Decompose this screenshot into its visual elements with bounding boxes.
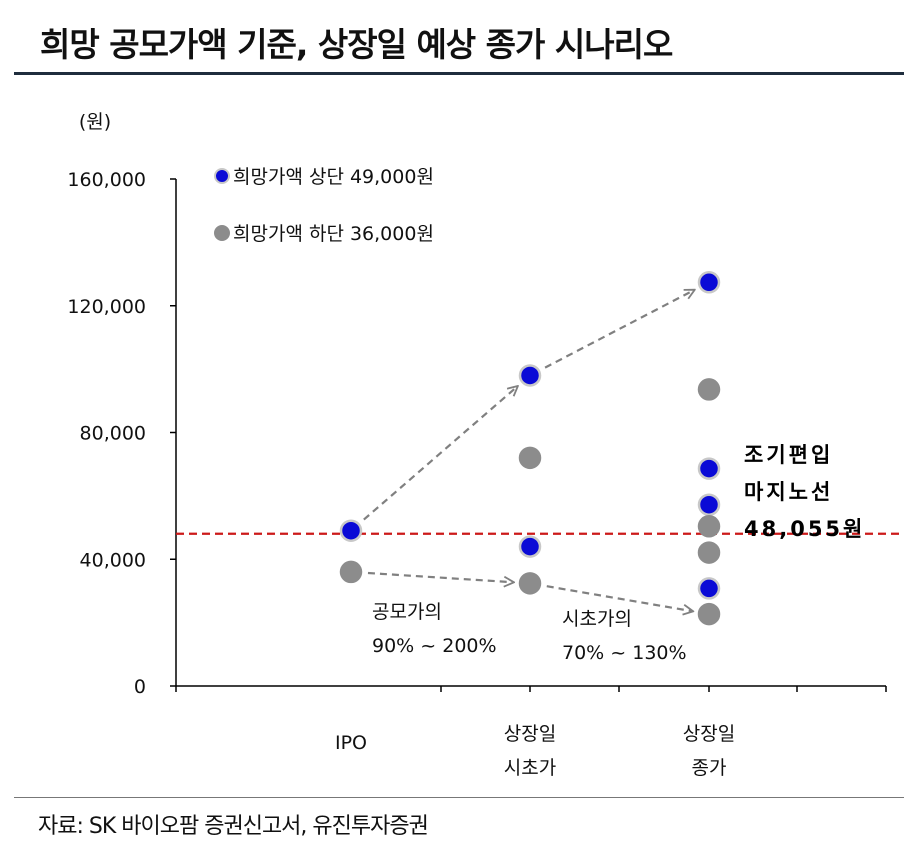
annotation-label: 70% ~ 130% <box>562 642 687 664</box>
data-point-upper <box>697 493 721 516</box>
data-point-upper <box>697 271 721 294</box>
data-point-upper <box>518 535 542 558</box>
y-tick-label: 160,000 <box>67 169 146 191</box>
legend-marker <box>214 225 230 241</box>
reference-line-label: 마지노선 <box>744 480 833 504</box>
y-tick-label: 40,000 <box>80 549 146 571</box>
data-point-lower <box>697 602 721 626</box>
data-point-lower <box>518 572 542 595</box>
legend-marker <box>214 168 230 184</box>
trend-arrow <box>546 585 692 611</box>
trend-arrow <box>367 571 513 582</box>
data-point-lower <box>339 560 363 584</box>
reference-line-label: 48,055원 <box>744 517 865 541</box>
data-point-lower <box>518 446 542 470</box>
x-tick-label: 상장일 <box>504 723 556 745</box>
y-axis-label: (원) <box>79 111 111 133</box>
legend-label: 희망가액 하단 36,000원 <box>233 223 434 245</box>
source-note: 자료: SK 바이오팜 증권신고서, 유진투자증권 <box>38 814 429 839</box>
trend-arrow <box>363 387 517 521</box>
data-point-lower <box>697 515 721 538</box>
data-point-upper <box>339 519 363 542</box>
trend-arrow <box>544 290 694 369</box>
reference-line-label: 조기편입 <box>744 443 833 467</box>
legend-label: 희망가액 상단 49,000원 <box>233 166 434 188</box>
data-point-upper <box>518 364 542 387</box>
data-point-upper <box>697 577 721 600</box>
page-title: 희망 공모가액 기준, 상장일 예상 종가 시나리오 <box>40 25 673 64</box>
annotation-label: 공모가의 <box>372 601 442 623</box>
data-point-lower <box>697 378 721 401</box>
annotation-label: 90% ~ 200% <box>372 635 497 657</box>
source-divider <box>14 797 904 798</box>
data-point-upper <box>697 457 721 480</box>
x-tick-label: 종가 <box>692 757 727 779</box>
y-tick-label: 0 <box>134 676 146 698</box>
annotation-label: 시초가의 <box>562 608 632 630</box>
y-tick-label: 80,000 <box>80 423 146 445</box>
title-divider <box>14 72 904 75</box>
y-tick-label: 120,000 <box>67 296 146 318</box>
x-tick-label: 시초가 <box>504 757 556 779</box>
x-tick-label: IPO <box>335 732 367 754</box>
x-tick-label: 상장일 <box>683 723 735 745</box>
data-point-lower <box>697 541 721 564</box>
